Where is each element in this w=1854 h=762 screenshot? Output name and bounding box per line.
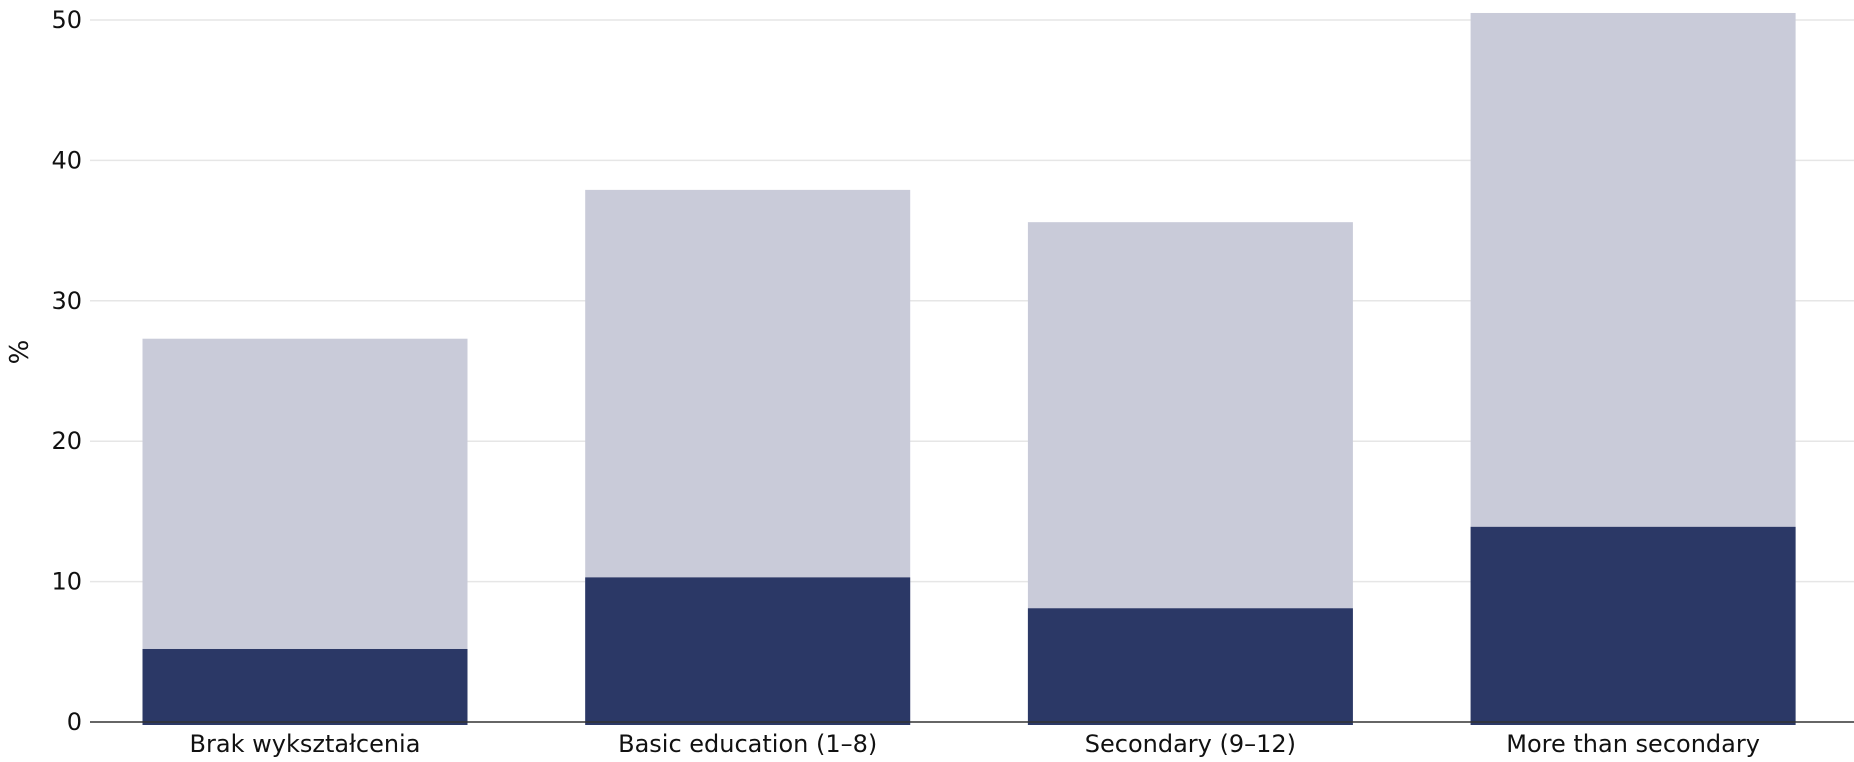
bar-subset — [1027, 608, 1353, 725]
x-category-label: More than secondary — [1506, 730, 1760, 758]
bars — [142, 12, 1796, 726]
x-category-label: Secondary (9–12) — [1085, 730, 1296, 758]
y-tick-label: 10 — [51, 568, 82, 596]
y-tick-label: 20 — [51, 427, 82, 455]
bar-subset — [1470, 526, 1796, 725]
x-category-label: Basic education (1–8) — [618, 730, 877, 758]
y-tick-label: 50 — [51, 6, 82, 34]
x-category-label: Brak wykształcenia — [190, 730, 421, 758]
y-axis-title: % — [5, 340, 35, 365]
bar-subset — [585, 577, 911, 725]
bar-subset — [142, 648, 468, 725]
y-tick-label: 40 — [51, 146, 82, 174]
y-tick-label: 30 — [51, 287, 82, 315]
axes: 0 10 20 30 40 50 Brak wykształcenia Basic educa… — [51, 6, 1854, 758]
y-tick-label: 0 — [67, 708, 82, 736]
